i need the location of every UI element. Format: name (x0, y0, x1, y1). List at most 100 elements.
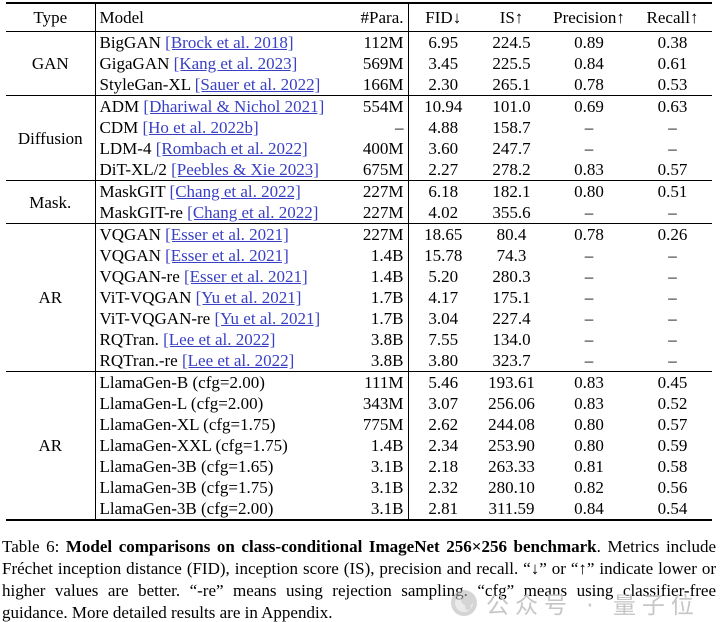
table-row: RQTran. [Lee et al. 2022] 3.8B 7.55 134.0– – (6, 329, 712, 350)
fid-cell: 2.18 (428, 457, 459, 476)
fid-cell: 2.27 (428, 160, 459, 179)
precision-cell: 0.84 (574, 499, 604, 518)
params-cell: 1.7B (348, 287, 409, 308)
model-name: ViT-VQGAN (99, 288, 192, 307)
model-cell: VQGAN [Esser et al. 2021] (95, 223, 348, 245)
model-name: DiT-XL/2 (99, 160, 167, 179)
citation-link[interactable]: [Dhariwal & Nichol 2021] (143, 97, 325, 116)
results-table-body: GAN BigGAN [Brock et al. 2018] 112M 6.95 224… (6, 31, 712, 520)
citation-link[interactable]: [Yu et al. 2021] (195, 288, 302, 307)
model-name: MaskGIT (99, 182, 166, 201)
citation-link[interactable]: [Brock et al. 2018] (165, 33, 294, 52)
is-cell: 280.10 (488, 478, 535, 497)
model-name: GigaGAN (99, 54, 170, 73)
precision-cell: 0.83 (545, 371, 633, 393)
fid-cell: 3.60 (428, 139, 459, 158)
table-row: VQGAN-re [Esser et al. 2021] 1.4B 5.20 280.… (6, 266, 712, 287)
citation-link[interactable]: [Chang et al. 2022] (187, 203, 319, 222)
precision-cell: 0.78 (574, 75, 604, 94)
citation-link[interactable]: [Kang et al. 2023] (173, 54, 298, 73)
citation-link[interactable]: [Sauer et al. 2022] (194, 75, 321, 94)
table-row: LlamaGen-3B (cfg=1.65) 3.1B 2.18 263.33 0.81… (6, 456, 712, 477)
caption-bold-title: Model comparisons on class-conditional I… (65, 537, 597, 556)
is-cell: 244.08 (488, 415, 535, 434)
table-row: CDM [Ho et al. 2022b] –4.88 158.7– – (6, 117, 712, 138)
recall-cell: – (668, 330, 677, 349)
table-row: GAN BigGAN [Brock et al. 2018] 112M 6.95 224… (6, 31, 712, 96)
table-row: StyleGan-XL [Sauer et al. 2022] 166M 2.30 2… (6, 74, 712, 96)
model-name: ViT-VQGAN-re (99, 309, 211, 328)
is-cell: 278.2 (492, 160, 531, 179)
model-cell: BigGAN [Brock et al. 2018] (95, 32, 348, 54)
params-cell: 554M (348, 95, 409, 117)
citation-link[interactable]: [Lee et al. 2022] (181, 351, 295, 370)
citation-link[interactable]: [Esser et al. 2021] (165, 246, 289, 265)
is-cell: 323.7 (492, 351, 531, 370)
fid-cell: 3.80 (428, 351, 459, 370)
table-row: ViT-VQGAN-re [Yu et al. 2021] 1.7B 3.04 227… (6, 308, 712, 329)
params-cell: 111M (348, 371, 409, 393)
model-cell: LlamaGen-3B (cfg=2.00) (95, 498, 348, 520)
citation-link[interactable]: [Rombach et al. 2022] (155, 139, 308, 158)
precision-cell: – (584, 288, 594, 307)
fid-cell: 3.45 (428, 54, 459, 73)
fid-cell: 4.17 (428, 288, 459, 307)
is-cell: 253.90 (488, 436, 535, 455)
is-cell: 74.3 (496, 246, 527, 265)
table-row: LlamaGen-XL (cfg=1.75) 775M 2.62 244.08 0.80… (6, 414, 712, 435)
params-cell: 166M (348, 74, 409, 96)
model-cell: LlamaGen-3B (cfg=1.65) (95, 456, 348, 477)
model-name: LlamaGen-3B (cfg=1.75) (99, 478, 274, 497)
fid-cell: 2.34 (428, 436, 459, 455)
params-cell: 1.4B (348, 266, 409, 287)
table-row: DiT-XL/2 [Peebles & Xie 2023] 675M 2.27 278… (6, 159, 712, 181)
precision-cell: 0.83 (574, 160, 604, 179)
citation-link[interactable]: [Esser et al. 2021] (165, 225, 289, 244)
model-name: ADM (99, 97, 140, 116)
params-cell: 1.4B (348, 245, 409, 266)
precision-cell: 0.83 (574, 394, 604, 413)
table-row: AR LlamaGen-B (cfg=2.00) 111M 5.46 193.61 0.8… (6, 371, 712, 520)
table-row: RQTran.-re [Lee et al. 2022] 3.8B 3.80 323.… (6, 350, 712, 372)
model-cell: MaskGIT [Chang et al. 2022] (95, 180, 348, 202)
col-header-is: IS↑ (478, 3, 545, 32)
model-cell: LDM-4 [Rombach et al. 2022] (95, 138, 348, 159)
precision-cell: 0.80 (545, 180, 633, 202)
model-cell: MaskGIT-re [Chang et al. 2022] (95, 202, 348, 224)
precision-cell: – (584, 309, 594, 328)
is-cell: 311.59 (488, 499, 535, 518)
fid-cell: 6.18 (408, 180, 478, 202)
recall-cell: 0.57 (657, 160, 688, 179)
header-row: Type Model #Para. FID↓ IS↑ Precision↑ Re… (6, 3, 712, 32)
citation-link[interactable]: [Esser et al. 2021] (184, 267, 308, 286)
type-cell: AR (6, 223, 96, 372)
citation-link[interactable]: [Lee et al. 2022] (163, 330, 276, 349)
col-header-type: Type (6, 3, 96, 32)
citation-link[interactable]: [Ho et al. 2022b] (142, 118, 259, 137)
is-cell: 175.1 (492, 288, 531, 307)
fid-cell: 4.88 (428, 118, 459, 137)
params-cell: 227M (348, 223, 409, 245)
col-header-precision: Precision↑ (545, 3, 633, 32)
type-cell: Mask. (6, 180, 96, 224)
model-cell: ViT-VQGAN-re [Yu et al. 2021] (95, 308, 348, 329)
citation-link[interactable]: [Peebles & Xie 2023] (171, 160, 319, 179)
model-cell: ViT-VQGAN [Yu et al. 2021] (95, 287, 348, 308)
results-table: Type Model #Para. FID↓ IS↑ Precision↑ Re… (6, 2, 712, 521)
fid-cell: 5.46 (408, 371, 478, 393)
params-cell: 343M (348, 393, 409, 414)
fid-cell: 3.04 (428, 309, 459, 328)
table-caption: Table 6: Model comparisons on class-cond… (2, 536, 716, 622)
is-cell: 355.6 (492, 203, 531, 222)
params-cell: 227M (348, 202, 409, 224)
model-name: LlamaGen-XL (cfg=1.75) (99, 415, 276, 434)
model-name: VQGAN-re (99, 267, 180, 286)
model-cell: LlamaGen-B (cfg=2.00) (95, 371, 348, 393)
recall-cell: 0.52 (657, 394, 688, 413)
is-cell: 265.1 (492, 75, 531, 94)
is-cell: 101.0 (478, 95, 545, 117)
citation-link[interactable]: [Chang et al. 2022] (169, 182, 301, 201)
citation-link[interactable]: [Yu et al. 2021] (214, 309, 321, 328)
model-name: LDM-4 (99, 139, 152, 158)
recall-cell: – (668, 267, 677, 286)
